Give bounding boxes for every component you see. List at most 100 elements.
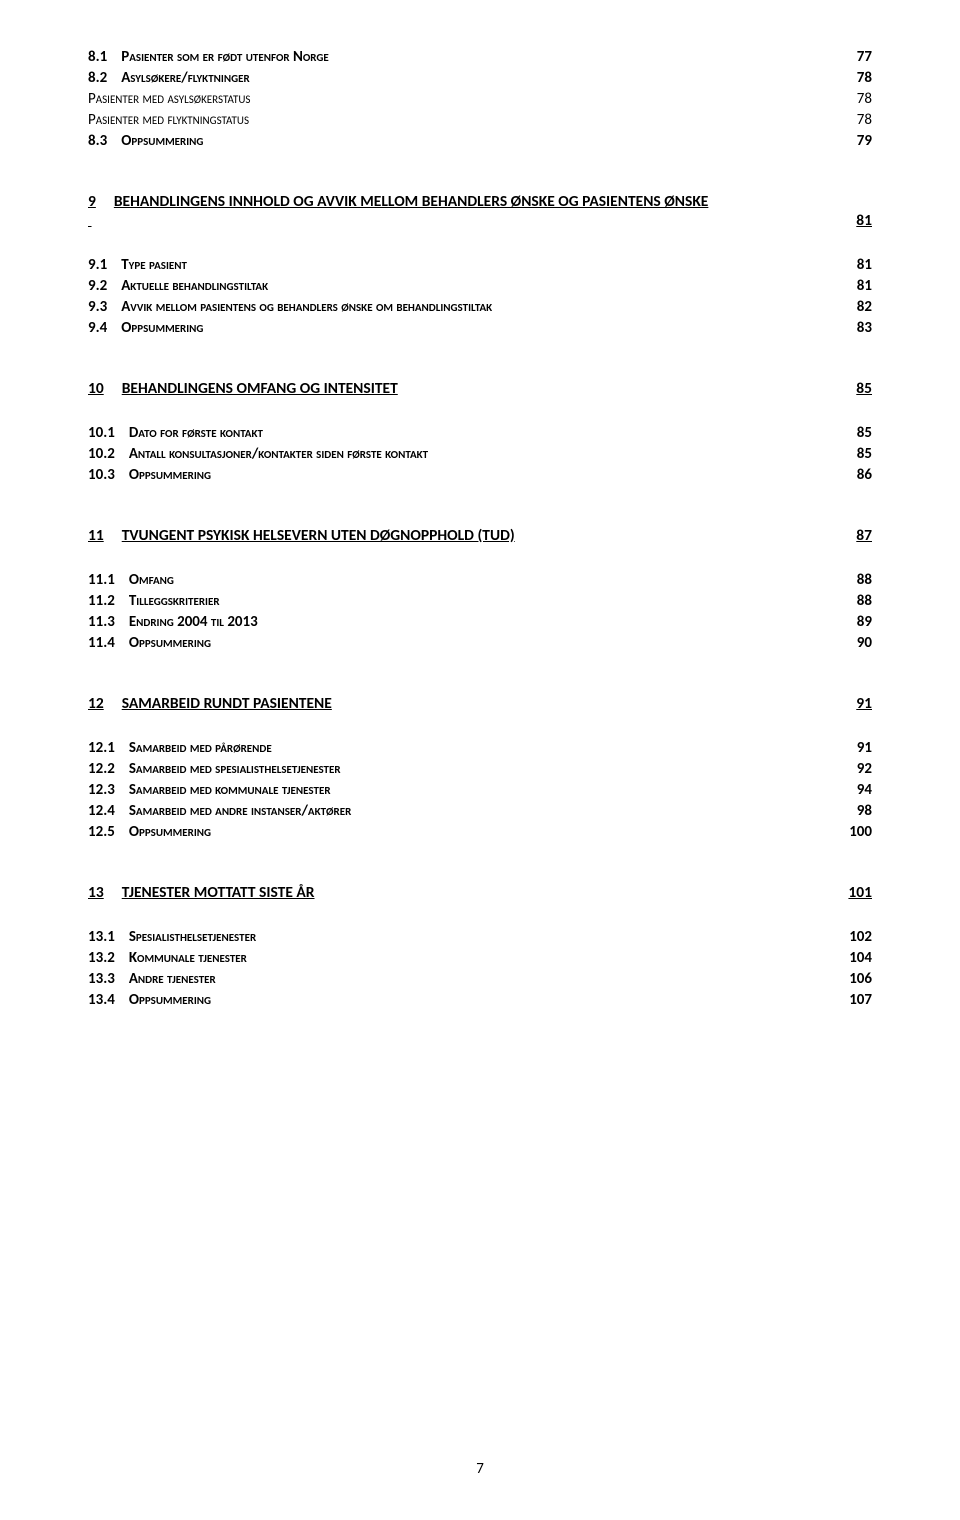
toc-entry-number: 12.1 [88, 739, 115, 757]
toc-entry-number: 9.1 [88, 256, 107, 274]
toc-entry-label: Samarbeid med spesialisthelsetjenester [129, 760, 341, 778]
toc-entry-page: 107 [849, 991, 872, 1009]
toc-entry-number: 13.1 [88, 928, 115, 946]
toc-entry-label: TVUNGENT PSYKISK HELSEVERN UTEN DØGNOPPH… [122, 526, 515, 545]
toc-entry-number: 10.2 [88, 445, 115, 463]
toc-entry-page: 78 [857, 69, 872, 87]
toc-section-row: 13TJENESTER MOTTATT SISTE ÅR 101 [88, 883, 872, 902]
toc-subsection-row: 9.1Type pasient 81 [88, 256, 872, 274]
toc-entry-page: 98 [857, 802, 872, 820]
toc-entry-label-cell: 12.4 Samarbeid med andre instanser/aktøre… [88, 802, 351, 820]
toc-subsection-row: 12.5Oppsummering100 [88, 823, 872, 841]
toc-entry-label-cell: 10.3Oppsummering [88, 466, 211, 484]
page-number-footer: 7 [0, 1460, 960, 1478]
toc-entry-label: SAMARBEID RUNDT PASIENTENE [122, 694, 332, 713]
toc-section-row: 10BEHANDLINGENS OMFANG OG INTENSITET 85 [88, 379, 872, 398]
toc-subsection-row: 8.2Asylsøkere/flyktninger 78 [88, 69, 872, 87]
toc-entry-label-cell: 12.1 Samarbeid med pårørende [88, 739, 272, 757]
toc-entry-label: Oppsummering [121, 132, 203, 150]
toc-entry-page: 102 [849, 928, 872, 946]
toc-entry-label-cell: 9 BEHANDLINGENS INNHOLD OG AVVIK MELLOM B… [88, 192, 872, 211]
toc-entry-page: 101 [848, 883, 872, 902]
toc-entry-page: 77 [857, 48, 872, 66]
toc-entry-page: 85 [856, 379, 872, 398]
toc-subsection-row: 8.1Pasienter som er født utenfor Norge 77 [88, 48, 872, 66]
toc-entry-page: 91 [856, 694, 872, 713]
toc-subsection-row: 9.4Oppsummering83 [88, 319, 872, 337]
toc-entry-page: 104 [849, 949, 872, 967]
toc-entry-label-cell: 11.4 Oppsummering [88, 634, 211, 652]
toc-entry-label: Tilleggskriterier [129, 592, 220, 610]
toc-entry-label-cell: Pasienter med asylsøkerstatus [88, 90, 250, 108]
toc-subsection-row: 11.1 Omfang 88 [88, 571, 872, 589]
toc-subsection-row: 11.3Endring 2004 til 201389 [88, 613, 872, 631]
toc-entry-label-cell: 8.1Pasienter som er født utenfor Norge [88, 48, 329, 66]
toc-entry-label: Avvik mellom pasientens og behandlers øn… [121, 298, 492, 316]
toc-entry-page: 91 [857, 739, 872, 757]
toc-entry-label: Omfang [129, 571, 174, 589]
toc-entry-number: 12.4 [88, 802, 115, 820]
toc-entry-label: BEHANDLINGENS INNHOLD OG AVVIK MELLOM BE… [114, 192, 709, 211]
toc-entry-number: 13 [88, 883, 104, 902]
toc-subsection-row: 13.1 Spesialisthelsetjenester 102 [88, 928, 872, 946]
toc-subsection-row: 12.4 Samarbeid med andre instanser/aktøre… [88, 802, 872, 820]
toc-entry-page: 83 [857, 319, 872, 337]
toc-entry-label: Oppsummering [129, 634, 211, 652]
toc-entry-label: Pasienter med asylsøkerstatus [88, 90, 250, 108]
toc-entry-label: Aktuelle behandlingstiltak [121, 277, 268, 295]
toc-entry-page: 81 [857, 256, 872, 274]
toc-entry-number: 12.5 [88, 823, 115, 841]
toc-entry-label: Spesialisthelsetjenester [129, 928, 256, 946]
toc-entry-label-cell: 13.2 Kommunale tjenester [88, 949, 247, 967]
page-number: 7 [476, 1460, 484, 1478]
toc-entry-number: 10.1 [88, 424, 115, 442]
toc-entry-label-cell: 12.2Samarbeid med spesialisthelsetjenest… [88, 760, 341, 778]
toc-subsection-row: 13.3Andre tjenester106 [88, 970, 872, 988]
toc-indent-row: Pasienter med asylsøkerstatus 78 [88, 90, 872, 108]
toc-subsection-row: 13.2 Kommunale tjenester 104 [88, 949, 872, 967]
toc-section-row: 12 SAMARBEID RUNDT PASIENTENE 91 [88, 694, 872, 713]
toc-entry-label-cell: 12.5 Oppsummering [88, 823, 211, 841]
toc-subsection-row: 10.2 Antall konsultasjoner/kontakter side… [88, 445, 872, 463]
toc-entry-label-cell: 9.1Type pasient [88, 256, 187, 274]
toc-entry-label: Oppsummering [129, 823, 211, 841]
toc-entry-number: 10.3 [88, 466, 115, 484]
toc-entry-number: 13.2 [88, 949, 115, 967]
toc-entry-number: 8.2 [88, 69, 107, 87]
toc-entry-label: BEHANDLINGENS OMFANG OG INTENSITET [122, 379, 398, 398]
toc-entry-number: 9 [88, 192, 96, 211]
toc-subsection-row: 12.1 Samarbeid med pårørende 91 [88, 739, 872, 757]
toc-entry-label: Antall konsultasjoner/kontakter siden fø… [129, 445, 428, 463]
toc-entry-number: 11 [88, 526, 104, 545]
toc-entry-page: 78 [857, 90, 872, 108]
toc-entry-page: 82 [857, 298, 872, 316]
toc-entry-page: 88 [857, 592, 872, 610]
toc-entry-label-cell: 10BEHANDLINGENS OMFANG OG INTENSITET [88, 379, 398, 398]
toc-entry-label-cell: 11.1 Omfang [88, 571, 174, 589]
toc-subsection-row: 11.4 Oppsummering 90 [88, 634, 872, 652]
toc-entry-number: 12 [88, 694, 104, 713]
toc-entry-page: 87 [856, 526, 872, 545]
toc-entry-label-cell: 11.2Tilleggskriterier [88, 592, 220, 610]
toc-entry-number: 11.3 [88, 613, 115, 631]
toc-entry-label: Kommunale tjenester [129, 949, 247, 967]
toc-entry-label-cell: 13TJENESTER MOTTATT SISTE ÅR [88, 883, 315, 902]
toc-entry-page: 81 [856, 211, 872, 230]
toc-entry-number: 11.1 [88, 571, 115, 589]
toc-entry-label: Samarbeid med pårørende [129, 739, 272, 757]
toc-entry-label-cell: 13.1 Spesialisthelsetjenester [88, 928, 256, 946]
toc-entry-number: 12.3 [88, 781, 115, 799]
toc-entry-number: 8.1 [88, 48, 107, 66]
toc-entry-label-cell: 8.2Asylsøkere/flyktninger [88, 69, 250, 87]
toc-entry-label-cell: 8.3Oppsummering [88, 132, 203, 150]
toc-section-row: 11 TVUNGENT PSYKISK HELSEVERN UTEN DØGNOP… [88, 526, 872, 545]
toc-entry-page: 90 [857, 634, 872, 652]
toc-entry-page: 88 [857, 571, 872, 589]
toc-entry-label-cell: 9.2Aktuelle behandlingstiltak [88, 277, 268, 295]
toc-entry-number: 11.4 [88, 634, 115, 652]
toc-subsection-row: 10.1Dato for første kontakt85 [88, 424, 872, 442]
toc-entry-label: Samarbeid med andre instanser/aktører [129, 802, 351, 820]
toc-entry-page: 78 [857, 111, 872, 129]
toc-subsection-row: 11.2Tilleggskriterier 88 [88, 592, 872, 610]
toc-entry-number: 9.3 [88, 298, 107, 316]
